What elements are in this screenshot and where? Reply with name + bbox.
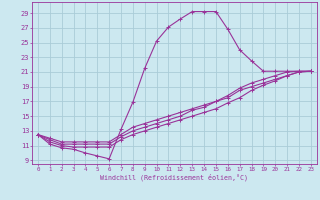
- X-axis label: Windchill (Refroidissement éolien,°C): Windchill (Refroidissement éolien,°C): [100, 173, 248, 181]
